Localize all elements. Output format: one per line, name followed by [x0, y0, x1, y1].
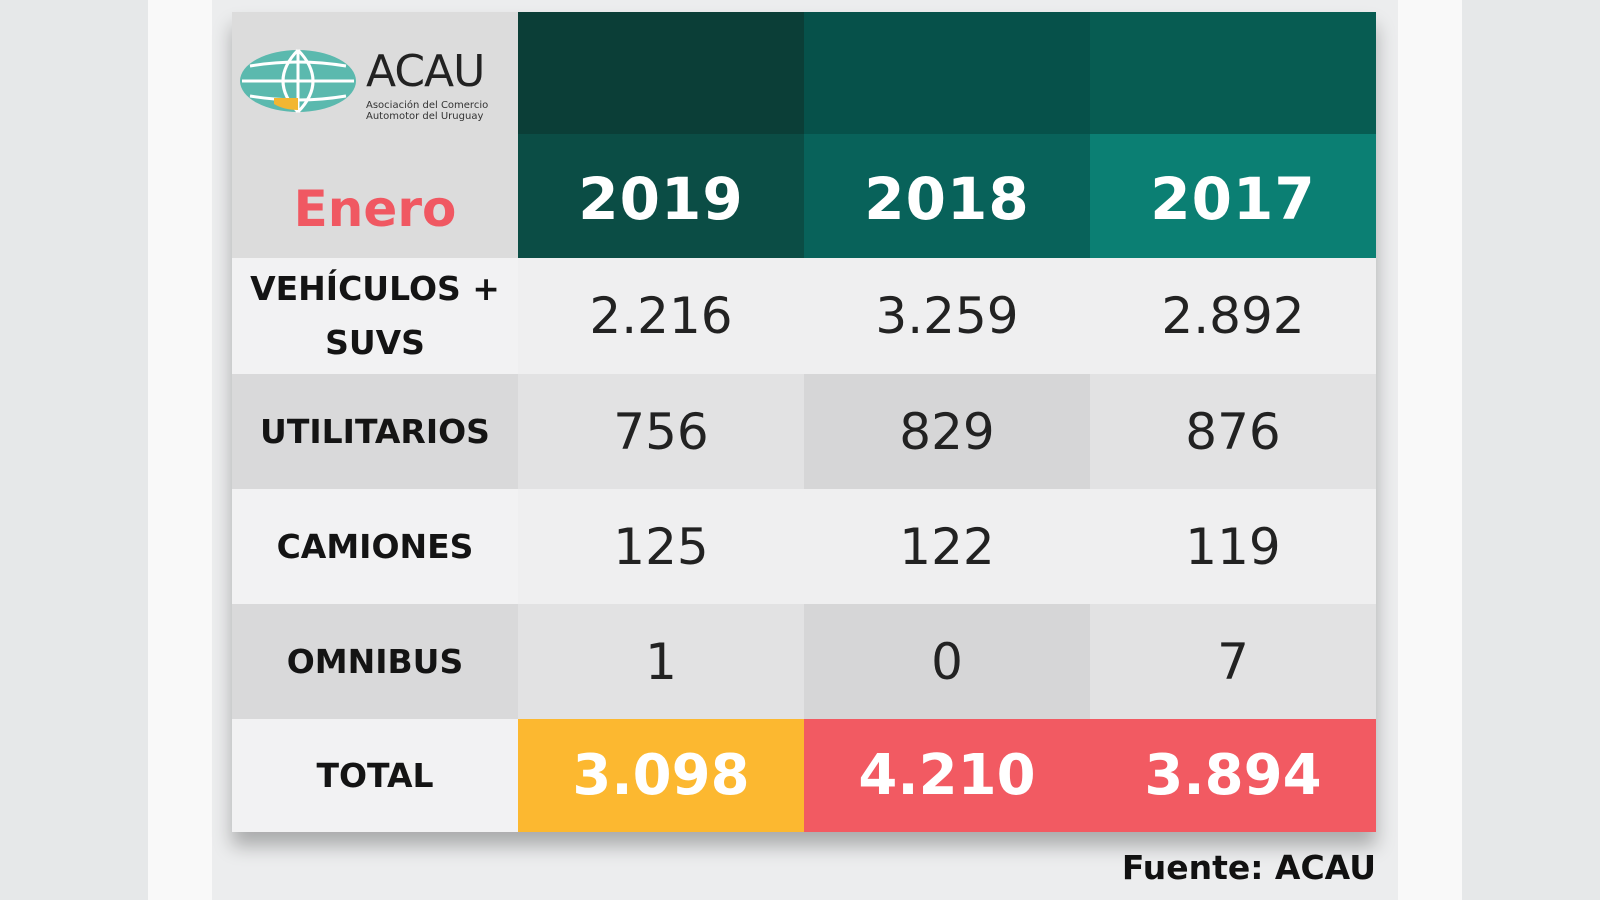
header-2019-top — [518, 12, 804, 134]
cell-total-2017: 3.894 — [1090, 719, 1376, 832]
cell-camiones-2019: 125 — [518, 489, 804, 604]
value: 119 — [1185, 517, 1281, 576]
cell-omnibus-2018: 0 — [804, 604, 1090, 719]
value: 7 — [1217, 632, 1249, 691]
value: 1 — [645, 632, 677, 691]
header-2018-top — [804, 12, 1090, 134]
month-title: Enero — [293, 180, 457, 238]
sales-table: ACAU Asociación del Comercio Automotor d… — [232, 12, 1376, 832]
logo-subtitle-2: Automotor del Uruguay — [366, 111, 484, 122]
year-2019: 2019 — [578, 165, 744, 233]
header-2018: 2018 — [804, 134, 1090, 258]
row-label-total: TOTAL — [232, 719, 518, 832]
cell-utilitarios-2018: 829 — [804, 374, 1090, 489]
cell-camiones-2017: 119 — [1090, 489, 1376, 604]
cell-total-2018: 4.210 — [804, 719, 1090, 832]
value: 125 — [613, 517, 709, 576]
cell-utilitarios-2019: 756 — [518, 374, 804, 489]
row-label-vehiculos-line2: SUVS — [325, 323, 425, 362]
total-value: 3.894 — [1144, 743, 1322, 808]
cell-vehiculos-2017: 2.892 — [1090, 258, 1376, 374]
logo-name: ACAU — [366, 46, 485, 97]
row-label-utilitarios: UTILITARIOS — [232, 374, 518, 489]
header-2019: 2019 — [518, 134, 804, 258]
header-2017-top — [1090, 12, 1376, 134]
value: 876 — [1185, 402, 1281, 461]
value: 122 — [899, 517, 995, 576]
row-label-vehiculos-line1: VEHÍCULOS + — [250, 269, 500, 308]
cell-omnibus-2019: 1 — [518, 604, 804, 719]
row-label-text: CAMIONES — [276, 526, 474, 566]
row-label-camiones: CAMIONES — [232, 489, 518, 604]
row-label-text: UTILITARIOS — [260, 411, 490, 451]
value: 0 — [931, 632, 963, 691]
cell-omnibus-2017: 7 — [1090, 604, 1376, 719]
cell-vehiculos-2018: 3.259 — [804, 258, 1090, 374]
cell-camiones-2018: 122 — [804, 489, 1090, 604]
total-value: 4.210 — [858, 743, 1036, 808]
acau-logo: ACAU Asociación del Comercio Automotor d… — [238, 46, 508, 126]
cell-vehiculos-2019: 2.216 — [518, 258, 804, 374]
globe-icon — [240, 48, 356, 114]
row-label-omnibus: OMNIBUS — [232, 604, 518, 719]
source-note: Fuente: ACAU — [1121, 848, 1376, 887]
row-label-text: TOTAL — [316, 755, 434, 795]
year-2017: 2017 — [1150, 165, 1316, 233]
value: 829 — [899, 402, 995, 461]
cell-utilitarios-2017: 876 — [1090, 374, 1376, 489]
cell-total-2019: 3.098 — [518, 719, 804, 832]
logo-subtitle-1: Asociación del Comercio — [366, 100, 489, 111]
value: 2.216 — [589, 287, 733, 345]
year-2018: 2018 — [864, 165, 1030, 233]
header-label-cell: ACAU Asociación del Comercio Automotor d… — [232, 12, 518, 258]
value: 756 — [613, 402, 709, 461]
row-label-text: OMNIBUS — [286, 641, 464, 681]
value: 3.259 — [875, 287, 1019, 345]
header-2017: 2017 — [1090, 134, 1376, 258]
value: 2.892 — [1161, 287, 1305, 345]
row-label-vehiculos: VEHÍCULOS + SUVS — [232, 258, 518, 374]
total-value: 3.098 — [572, 743, 750, 808]
